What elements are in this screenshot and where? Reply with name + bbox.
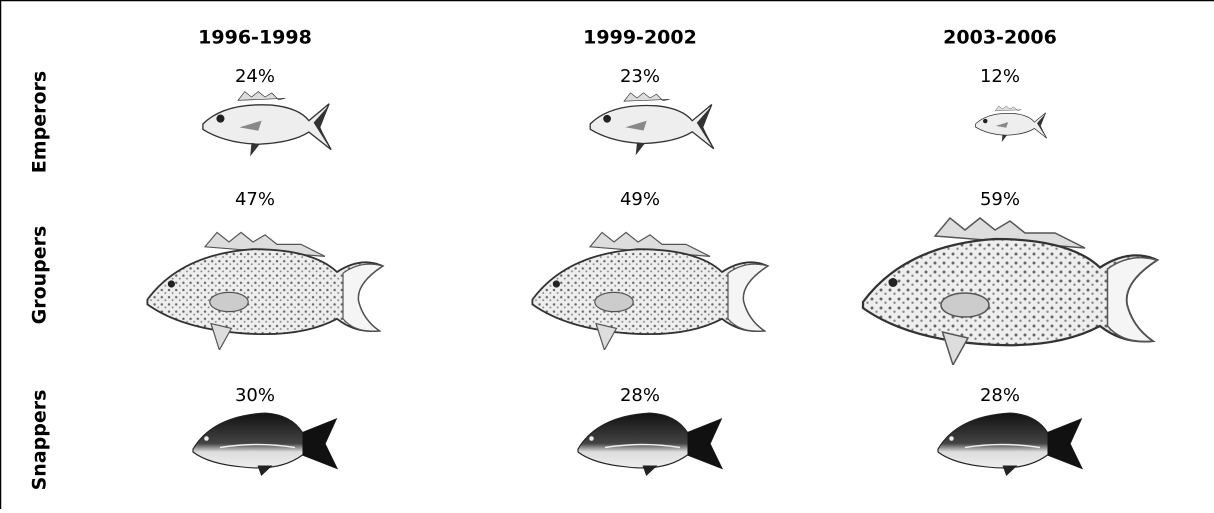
- fish-illustration: [578, 413, 722, 476]
- fish-illustration: [590, 93, 714, 155]
- fish-illustration: [193, 413, 337, 476]
- fish-illustration: [938, 413, 1082, 476]
- row-label: Emperors: [29, 71, 51, 173]
- percentage: 23%: [620, 66, 660, 87]
- grid: 1996-1998 1999-2002 2003-2006 Emperors 24% 23…: [29, 27, 1158, 491]
- column-header: 1996-1998: [198, 27, 312, 49]
- percentage: 12%: [980, 66, 1020, 87]
- fish-illustration: [976, 106, 1047, 142]
- percentage: 28%: [620, 385, 660, 406]
- fish-illustration: [147, 232, 382, 350]
- fish-illustration: [532, 232, 767, 350]
- percentage: 59%: [980, 189, 1020, 210]
- percentage: 30%: [235, 385, 275, 406]
- fish-illustration: [863, 218, 1157, 365]
- row-label: Groupers: [29, 226, 51, 325]
- row-label: Snappers: [29, 390, 51, 491]
- percentage: 24%: [235, 66, 275, 87]
- percentage: 47%: [235, 189, 275, 210]
- percentage: 28%: [980, 385, 1020, 406]
- percentage: 49%: [620, 189, 660, 210]
- column-header: 2003-2006: [943, 27, 1057, 49]
- fish-illustration: [203, 92, 331, 157]
- column-header: 1999-2002: [583, 27, 697, 49]
